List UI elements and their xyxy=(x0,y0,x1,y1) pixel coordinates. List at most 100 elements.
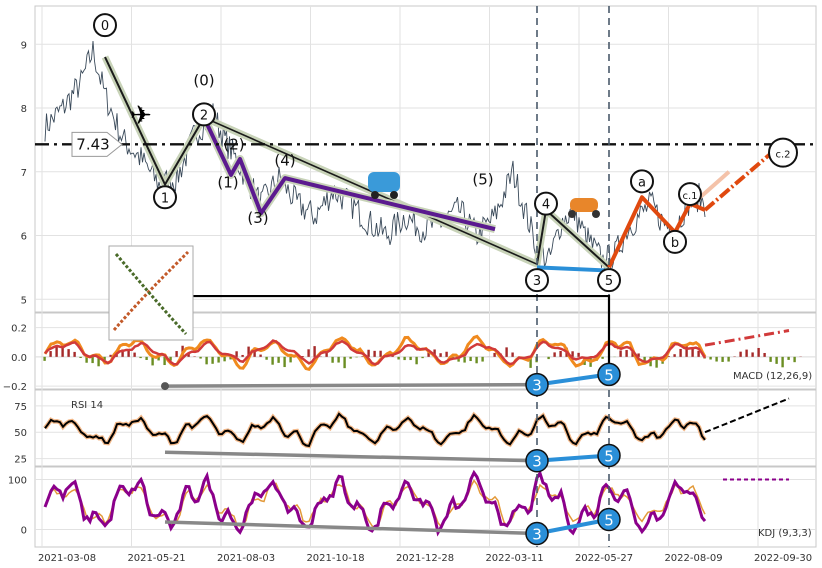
x-tick-label: 2021-03-08 xyxy=(38,553,96,564)
macd-histogram-bar xyxy=(145,356,148,360)
macd-histogram-bar xyxy=(529,356,532,368)
macd-histogram-bar xyxy=(655,356,658,368)
macd-y-tick-label: 0.2 xyxy=(11,324,27,335)
subwave-label: (5) xyxy=(472,171,493,189)
wave-label-circle xyxy=(525,268,549,293)
macd-histogram-bar xyxy=(217,356,220,363)
macd-histogram-bar xyxy=(223,356,226,362)
macd-histogram-bar xyxy=(97,356,100,367)
macd-histogram-bar xyxy=(49,351,52,357)
divergence-label: 5 xyxy=(604,447,614,465)
subwave-label: (2) xyxy=(223,135,244,153)
macd-histogram-bar xyxy=(229,356,232,360)
subwave-label: (4) xyxy=(274,151,295,169)
macd-histogram-bar xyxy=(247,346,250,357)
divergence-circle xyxy=(525,372,549,397)
divergence-circle xyxy=(597,443,621,468)
divergence-label: 5 xyxy=(604,512,614,530)
wave-label-text: a xyxy=(638,175,646,190)
wave-label-text: c.1 xyxy=(682,191,697,202)
macd-histogram-bar xyxy=(559,350,562,357)
thumbnail-curve-icon xyxy=(114,253,188,336)
wave-label-circle xyxy=(534,191,558,216)
macd-histogram-bar xyxy=(109,354,112,357)
divergence-label: 3 xyxy=(532,453,542,471)
macd-histogram-bar xyxy=(553,352,556,357)
macd-histogram-bar xyxy=(307,349,310,357)
x-tick-label: 2021-12-28 xyxy=(396,553,454,564)
signal-line xyxy=(44,339,707,366)
x-tick-label: 2021-10-18 xyxy=(306,553,364,564)
wave-label-circle xyxy=(768,137,798,168)
macd-histogram-bar xyxy=(571,351,574,357)
macd-histogram-bar xyxy=(469,356,472,362)
macd-histogram-bar xyxy=(343,356,346,369)
price-y-tick-label: 5 xyxy=(21,295,27,306)
macd-histogram-bar xyxy=(415,356,418,365)
rsi-divergence-line xyxy=(164,450,538,463)
macd-histogram-bar xyxy=(679,348,682,357)
macd-histogram-bar xyxy=(433,349,436,357)
macd-histogram-bar xyxy=(169,356,172,361)
price-y-tick-label: 9 xyxy=(21,40,27,51)
macd-histogram-bar xyxy=(367,349,370,357)
x-tick-label: 2022-03-11 xyxy=(485,553,543,564)
level-label: 7.43 xyxy=(76,135,109,153)
macd-histogram-bar xyxy=(313,346,316,357)
bracket-connector xyxy=(193,294,611,370)
macd-histogram-bar xyxy=(133,352,136,357)
scooter-icon xyxy=(570,198,598,212)
macd-histogram-bar xyxy=(721,356,724,362)
macd-divergence-line xyxy=(164,382,538,388)
car-wheel-icon xyxy=(390,191,398,199)
macd-histogram-bar xyxy=(61,346,64,357)
macd-histogram-bar xyxy=(697,350,700,357)
macd-histogram-bar xyxy=(787,356,790,360)
macd-histogram-bar xyxy=(577,352,580,357)
kdj-label: KDJ (9,3,3) xyxy=(758,528,812,539)
macd-histogram-bar xyxy=(769,356,772,362)
macd-histogram-bar xyxy=(493,352,496,357)
tick-labels: 2021-03-08 2021-05-21 2021-08-03 2021-10-18… xyxy=(3,40,813,564)
wave-label-circle xyxy=(678,182,702,207)
car-icon xyxy=(368,172,400,192)
macd-histogram-bar xyxy=(757,347,760,357)
macd-histogram-bar xyxy=(361,356,364,357)
macd-histogram-bar xyxy=(325,352,328,357)
macd-blue-line xyxy=(536,372,610,387)
scooter-wheel-icon xyxy=(592,210,600,218)
macd-panel xyxy=(35,329,816,371)
macd-histogram-bar xyxy=(793,356,796,363)
wave-label-circle xyxy=(192,102,216,127)
kdj-y-tick-label: 100 xyxy=(8,476,27,487)
airplane-icon: ✈ xyxy=(130,101,152,131)
macd-histogram-bar xyxy=(73,351,76,357)
macd-histogram-bar xyxy=(103,356,106,361)
macd-histogram-bar xyxy=(691,346,694,357)
wave-label-text: 0 xyxy=(101,19,109,34)
wave-label-text: b xyxy=(671,236,679,251)
macd-histogram-bar xyxy=(175,351,178,357)
subwave xyxy=(202,116,496,232)
macd-projection xyxy=(704,329,790,347)
divergence-label: 3 xyxy=(532,526,542,544)
wave-lines xyxy=(101,55,785,273)
macd-histogram-bar xyxy=(121,349,124,357)
macd-histogram-bar xyxy=(745,349,748,357)
wave-label-circle xyxy=(153,185,177,210)
macd-y-tick-label: −0.2 xyxy=(3,382,27,393)
macd-histogram-bar xyxy=(211,356,214,364)
subwave-label: (0) xyxy=(193,72,214,90)
macd-histogram-bar xyxy=(625,350,628,357)
macd-histogram-bar xyxy=(637,353,640,357)
wave-3-5-line xyxy=(536,265,610,273)
macd-histogram-bar xyxy=(157,356,160,361)
macd-histogram-bar xyxy=(763,352,766,357)
macd-histogram-bar xyxy=(163,356,166,366)
macd-histogram-bar xyxy=(139,356,142,359)
wave-label-circle xyxy=(93,13,117,38)
macd-histogram-bar xyxy=(379,350,382,357)
macd-histogram-bar xyxy=(283,356,286,368)
macd-histogram-bar xyxy=(445,351,448,357)
